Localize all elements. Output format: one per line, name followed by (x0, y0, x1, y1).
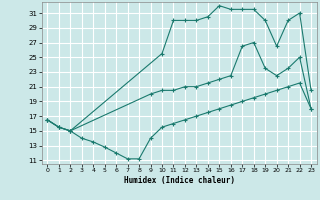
X-axis label: Humidex (Indice chaleur): Humidex (Indice chaleur) (124, 176, 235, 185)
